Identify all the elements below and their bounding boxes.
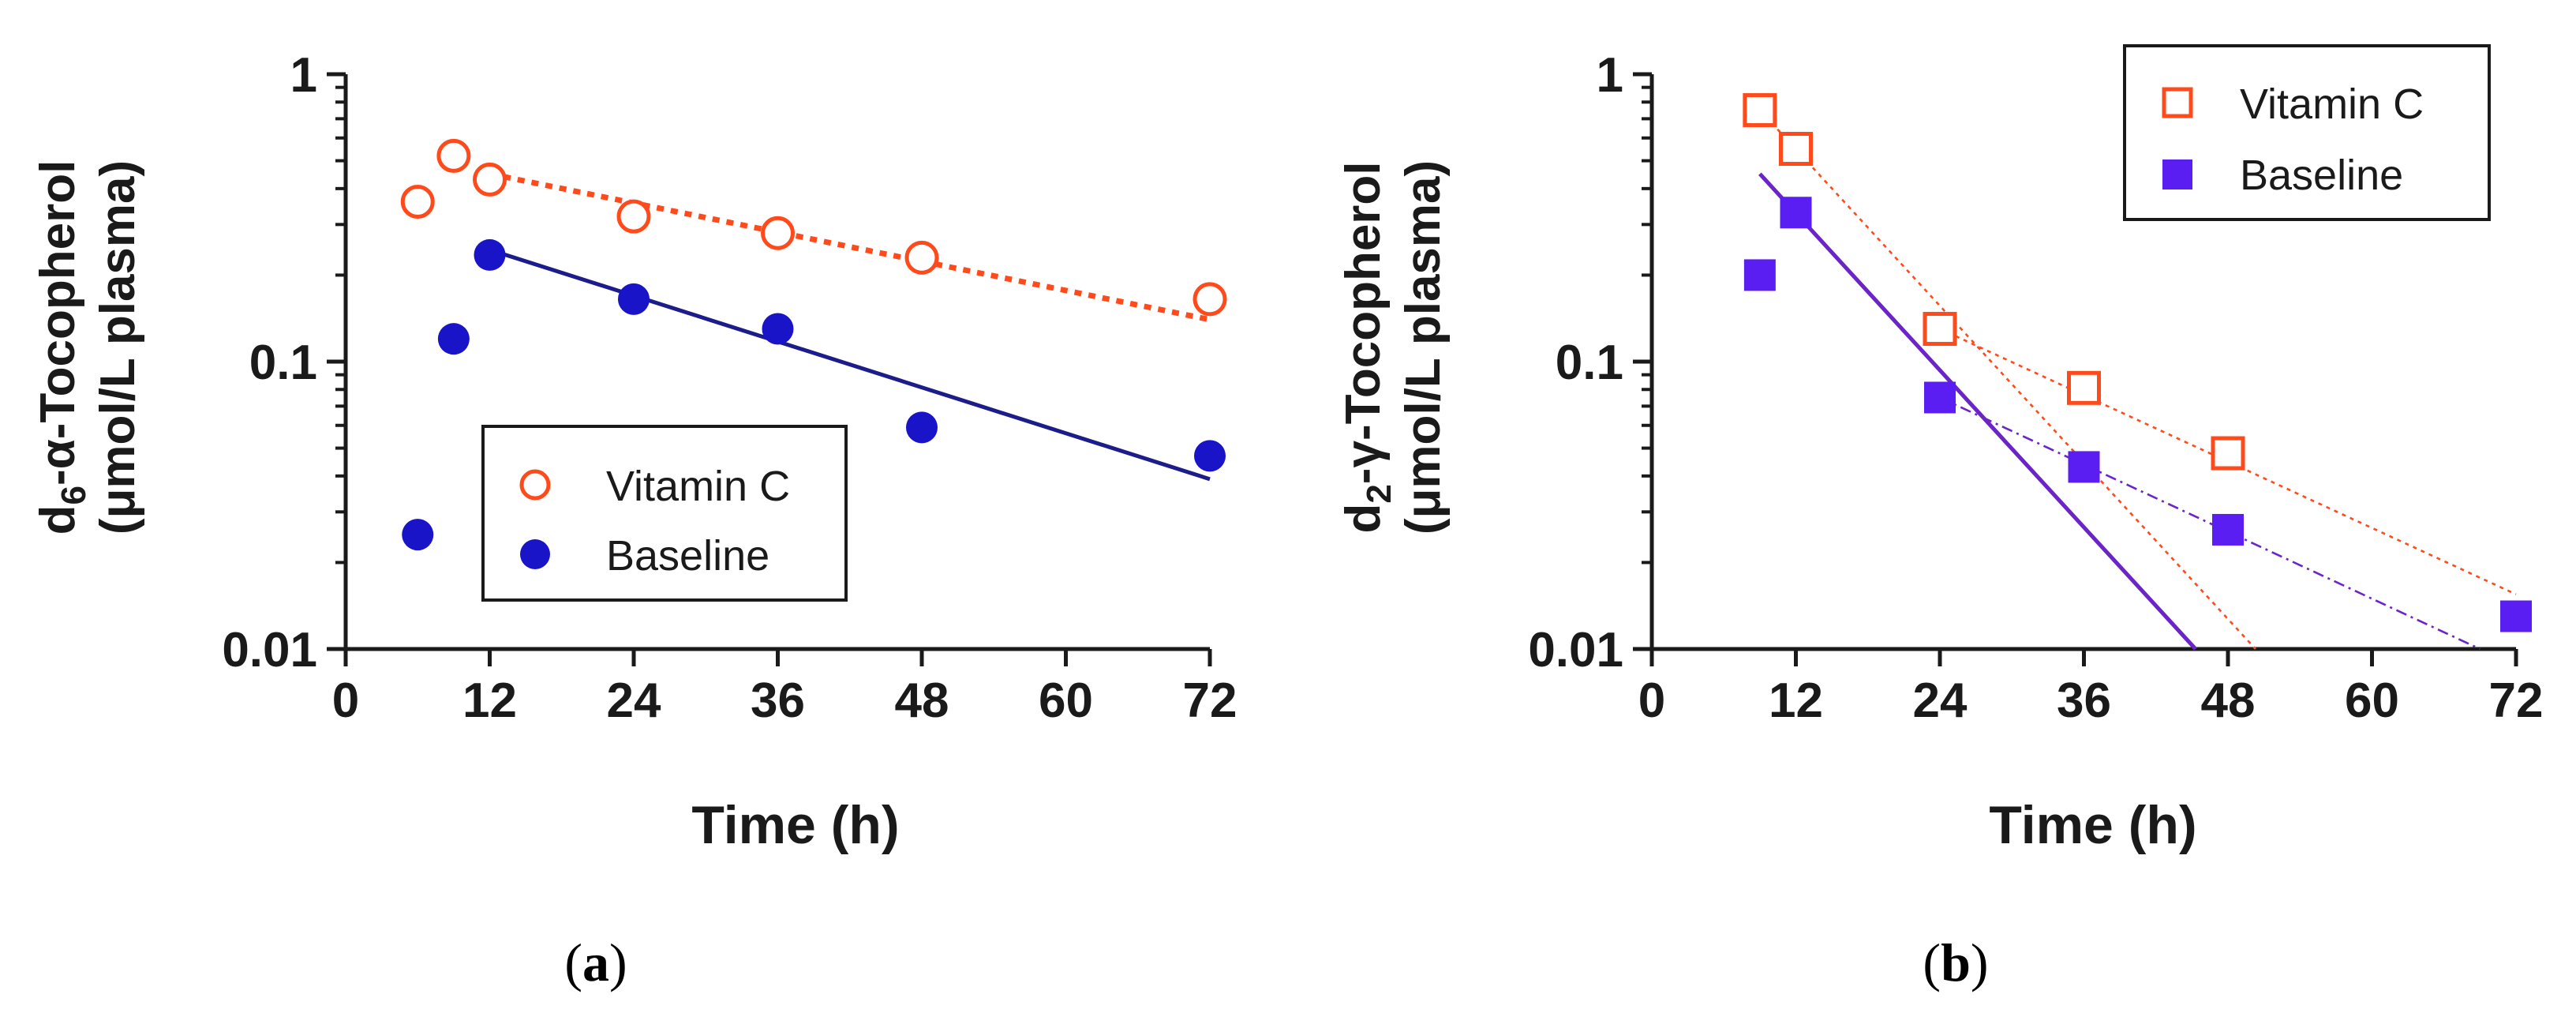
panel-a-data-points (400, 138, 1227, 551)
vitamin-c-fit-line (1939, 328, 2517, 595)
vitamin-c-point (904, 240, 939, 275)
y-tick-label: 0.01 (222, 623, 317, 677)
vitamin-c-point (2067, 370, 2101, 405)
y-tick-label: 0.1 (249, 336, 317, 390)
vitamin-c-point (2211, 436, 2245, 471)
panel-a-ylabel-subscript: 6 (54, 486, 93, 505)
vitamin-c-point (473, 162, 507, 197)
baseline-point (1194, 440, 1226, 472)
panel-a-label: (a) (564, 932, 627, 992)
panel-a-ylabel-prefix: d (31, 505, 85, 535)
panel-b-legend: Vitamin C Baseline (2123, 44, 2491, 221)
x-tick-label: 72 (2489, 673, 2544, 728)
legend-baseline-label-a: Baseline (606, 532, 769, 580)
panel-a: 0 12 24 36 48 60 72 0.01 0.1 1 Time (h) d6-α-Toco… (31, 48, 1237, 992)
x-tick-label: 12 (1769, 673, 1823, 728)
panel-b-ylabel-units: (μmol/L plasma) (1396, 160, 1451, 535)
legend-baseline-marker-b (2162, 159, 2192, 189)
baseline-point (1743, 259, 1776, 291)
x-tick-label: 0 (332, 673, 359, 728)
baseline-point (474, 238, 506, 271)
vitamin-c-point (436, 138, 471, 173)
panel-b-y-axis-title: d2-γ-Tocopherol (μmol/L plasma) (1336, 160, 1451, 535)
x-tick-label: 48 (895, 673, 949, 728)
vitamin-c-point (1743, 92, 1777, 127)
baseline-fit-line (489, 247, 1211, 482)
panel-b-fit-lines (1758, 109, 2517, 651)
legend-vitamin-c-label-a: Vitamin C (606, 463, 790, 510)
baseline-point (1924, 381, 1956, 414)
vitamin-c-fit-line (1758, 109, 2256, 650)
vitamin-c-point (616, 199, 651, 234)
x-tick-label: 72 (1183, 673, 1237, 728)
baseline-point (906, 411, 938, 444)
panel-a-x-axis-title: Time (h) (691, 795, 899, 855)
y-tick-label: 0.1 (1556, 336, 1623, 390)
legend-baseline-label-b: Baseline (2240, 152, 2403, 199)
legend-vitamin-c-marker-b (2162, 87, 2193, 118)
x-tick-label: 24 (607, 673, 661, 728)
vitamin-c-point (400, 185, 435, 219)
legend-baseline-marker-a (520, 539, 550, 569)
x-tick-label: 60 (2345, 673, 2399, 728)
vitamin-c-point (761, 216, 795, 250)
panel-a-ylabel-units: (μmol/L plasma) (91, 160, 145, 535)
svg-text:d6-α-Tocopherol: d6-α-Tocopherol (31, 160, 93, 535)
baseline-point (402, 519, 434, 551)
y-tick-label: 1 (1597, 48, 1623, 103)
baseline-point (437, 323, 470, 355)
panel-a-axes (327, 72, 1212, 666)
y-tick-label: 1 (290, 48, 317, 103)
baseline-point (762, 313, 794, 345)
x-tick-label: 24 (1913, 673, 1968, 728)
panel-b-axes (1633, 72, 2518, 666)
baseline-point (2068, 451, 2100, 483)
vitamin-c-point (1779, 132, 1813, 167)
panel-b-ylabel-main: -γ-Tocopherol (1336, 161, 1391, 484)
panel-a-fit-lines (489, 171, 1211, 482)
legend-vitamin-c-marker-a (519, 469, 551, 501)
panel-a-legend: Vitamin C Baseline (481, 425, 848, 602)
panel-a-tick-labels: 0 12 24 36 48 60 72 0.01 0.1 1 (222, 48, 1237, 728)
panel-b-ylabel-prefix: d (1336, 504, 1391, 534)
panel-a-ylabel-main: -α-Tocopherol (31, 160, 85, 486)
baseline-fit-line (1758, 172, 2197, 651)
legend-vitamin-c-label-b: Vitamin C (2240, 81, 2424, 128)
panel-b: 0 12 24 36 48 60 72 0.01 0.1 1 Time (h) d2-γ-Toco… (1336, 44, 2543, 992)
panel-b-tick-labels: 0 12 24 36 48 60 72 0.01 0.1 1 (1528, 48, 2543, 728)
x-tick-label: 12 (462, 673, 517, 728)
vitamin-c-point (1193, 282, 1227, 317)
baseline-point (2500, 600, 2532, 632)
x-tick-label: 60 (1039, 673, 1093, 728)
svg-text:d2-γ-Tocopherol: d2-γ-Tocopherol (1336, 161, 1398, 533)
vitamin-c-point (1923, 312, 1957, 347)
baseline-fit-line (1939, 396, 2481, 651)
x-tick-label: 36 (2057, 673, 2111, 728)
panel-b-ylabel-subscript: 2 (1360, 484, 1398, 503)
panel-b-label: (b) (1923, 932, 1988, 992)
vitamin-c-fit-line (489, 171, 1211, 323)
baseline-point (618, 283, 650, 315)
baseline-point (1780, 197, 1812, 229)
baseline-point (2212, 513, 2244, 546)
x-tick-label: 48 (2201, 673, 2256, 728)
x-tick-label: 0 (1638, 673, 1665, 728)
panel-b-data-points (1743, 92, 2532, 632)
panel-b-x-axis-title: Time (h) (1989, 795, 2196, 855)
x-tick-label: 36 (751, 673, 805, 728)
panel-a-y-axis-title: d6-α-Tocopherol (μmol/L plasma) (31, 160, 145, 535)
y-tick-label: 0.01 (1528, 623, 1623, 677)
